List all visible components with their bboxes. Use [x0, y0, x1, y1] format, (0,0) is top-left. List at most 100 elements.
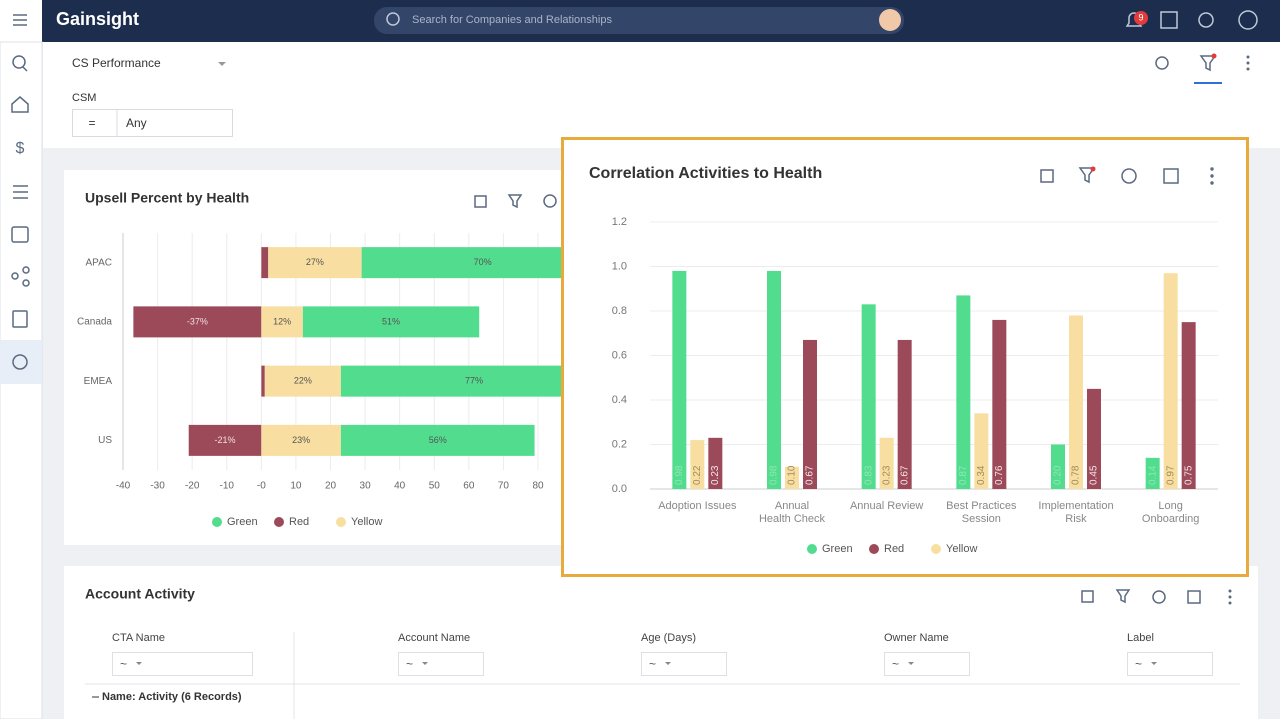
- y-tick-label: 0.0: [612, 483, 627, 495]
- chart-type-icon[interactable]: [1040, 169, 1054, 183]
- legend-label: Red: [884, 543, 904, 555]
- value-label: 0.14: [1147, 465, 1158, 485]
- legend-label: Green: [822, 543, 853, 555]
- bar: [690, 440, 705, 489]
- column-filter[interactable]: [641, 652, 727, 676]
- legend-swatch: [274, 517, 284, 527]
- filter-caret: [908, 662, 914, 665]
- bar: [1145, 457, 1160, 489]
- value-label: 0.10: [787, 465, 798, 485]
- x-tick-label: 80: [532, 481, 544, 492]
- column-header: Age (Days): [641, 632, 696, 644]
- x-tick-label: 70: [498, 481, 510, 492]
- filter-operator: ~: [892, 657, 899, 671]
- legend-swatch: [807, 544, 817, 554]
- search-placeholder: Search for Companies and Relationships: [412, 14, 612, 26]
- search-icon: [386, 12, 400, 26]
- dashboard-name[interactable]: CS Performance: [72, 56, 161, 70]
- sidebar-active[interactable]: [0, 340, 42, 384]
- bar-segment: [261, 247, 269, 279]
- column-filter[interactable]: [884, 652, 970, 676]
- table-title: Account Activity: [85, 586, 195, 602]
- x-tick-label: -10: [220, 481, 235, 492]
- filter-value: Any: [126, 116, 147, 130]
- svg-text:$: $: [16, 140, 25, 157]
- filter-caret: [665, 662, 671, 665]
- value-label: 0.98: [769, 465, 780, 485]
- value-label: 0.22: [692, 465, 703, 485]
- group-row: Name: Activity (6 Records): [102, 691, 242, 703]
- bar-segment: [133, 306, 262, 338]
- y-tick-label: APAC: [86, 257, 113, 268]
- profile-icon[interactable]: [1238, 10, 1258, 30]
- value-label: 0.34: [976, 465, 987, 485]
- filter-box[interactable]: [72, 109, 233, 137]
- avatar[interactable]: [879, 9, 901, 31]
- table-more-icon[interactable]: [1228, 589, 1232, 605]
- filter-caret: [422, 662, 428, 665]
- x-tick-label: 30: [360, 481, 372, 492]
- dashboard-dropdown[interactable]: [218, 62, 226, 66]
- bar: [956, 295, 971, 489]
- filter-operator: ~: [649, 657, 656, 671]
- bar: [767, 270, 781, 489]
- filter-operator: ~: [406, 657, 413, 671]
- help-icon[interactable]: [1198, 12, 1214, 28]
- bar: [803, 339, 817, 489]
- value-label: 23%: [292, 435, 310, 445]
- menu-icon: [13, 14, 27, 26]
- more-icon[interactable]: [1246, 55, 1250, 71]
- bar: [1181, 322, 1196, 489]
- table-expand-icon[interactable]: [1187, 590, 1201, 604]
- table-card: [64, 566, 1258, 719]
- column-filter[interactable]: [398, 652, 484, 676]
- table-filter-icon[interactable]: [1115, 589, 1131, 604]
- menu-button[interactable]: [0, 0, 42, 42]
- x-tick-label: -0: [257, 481, 266, 492]
- filter-label: CSM: [72, 92, 96, 104]
- chart-refresh-icon[interactable]: [543, 194, 557, 208]
- column-header: CTA Name: [112, 632, 165, 644]
- bar: [785, 466, 799, 489]
- dashboard-header: [43, 42, 1280, 148]
- value-label: 0.23: [881, 465, 892, 485]
- chart-refresh-icon[interactable]: [1121, 168, 1137, 184]
- value-label: 0.23: [710, 465, 721, 485]
- bar: [992, 319, 1007, 489]
- refresh-icon[interactable]: [1155, 56, 1169, 70]
- filter-operator: ~: [1135, 657, 1142, 671]
- value-label: 0.97: [1165, 465, 1176, 485]
- bar: [1069, 315, 1083, 489]
- value-label: 27%: [306, 257, 324, 267]
- filter-caret: [1151, 662, 1157, 665]
- filter-caret: [136, 662, 142, 665]
- chart-more-icon[interactable]: [1210, 167, 1214, 185]
- value-label: 70%: [474, 257, 492, 267]
- bar-segment: [268, 247, 362, 279]
- bar: [879, 437, 894, 489]
- column-filter[interactable]: [112, 652, 253, 676]
- bar: [861, 304, 876, 489]
- search-box[interactable]: [374, 7, 904, 34]
- value-label: 0.87: [958, 465, 969, 485]
- chart-filter-icon[interactable]: [507, 194, 523, 209]
- column-header: Owner Name: [884, 632, 949, 644]
- chart-expand-icon[interactable]: [1163, 168, 1179, 184]
- bar-segment: [261, 365, 265, 397]
- book-icon[interactable]: [1160, 11, 1178, 29]
- x-tick-label: Long Onboarding: [1142, 500, 1200, 525]
- legend-label: Red: [289, 516, 309, 528]
- legend-label: Yellow: [946, 543, 977, 555]
- bar-segment: [188, 424, 262, 456]
- x-tick-label: -40: [116, 481, 131, 492]
- table-refresh-icon[interactable]: [1152, 590, 1166, 604]
- settings-icon: [12, 354, 28, 370]
- sidebar-icons: $: [11, 55, 30, 328]
- bar-segment: [264, 365, 341, 397]
- legend-label: Yellow: [351, 516, 382, 528]
- chart-type-icon[interactable]: [474, 195, 487, 208]
- table-type-icon[interactable]: [1081, 590, 1094, 603]
- legend-swatch: [212, 517, 222, 527]
- column-filter[interactable]: [1127, 652, 1213, 676]
- account-table: Account Activity Name: Activity (6 Recor…: [85, 586, 1240, 719]
